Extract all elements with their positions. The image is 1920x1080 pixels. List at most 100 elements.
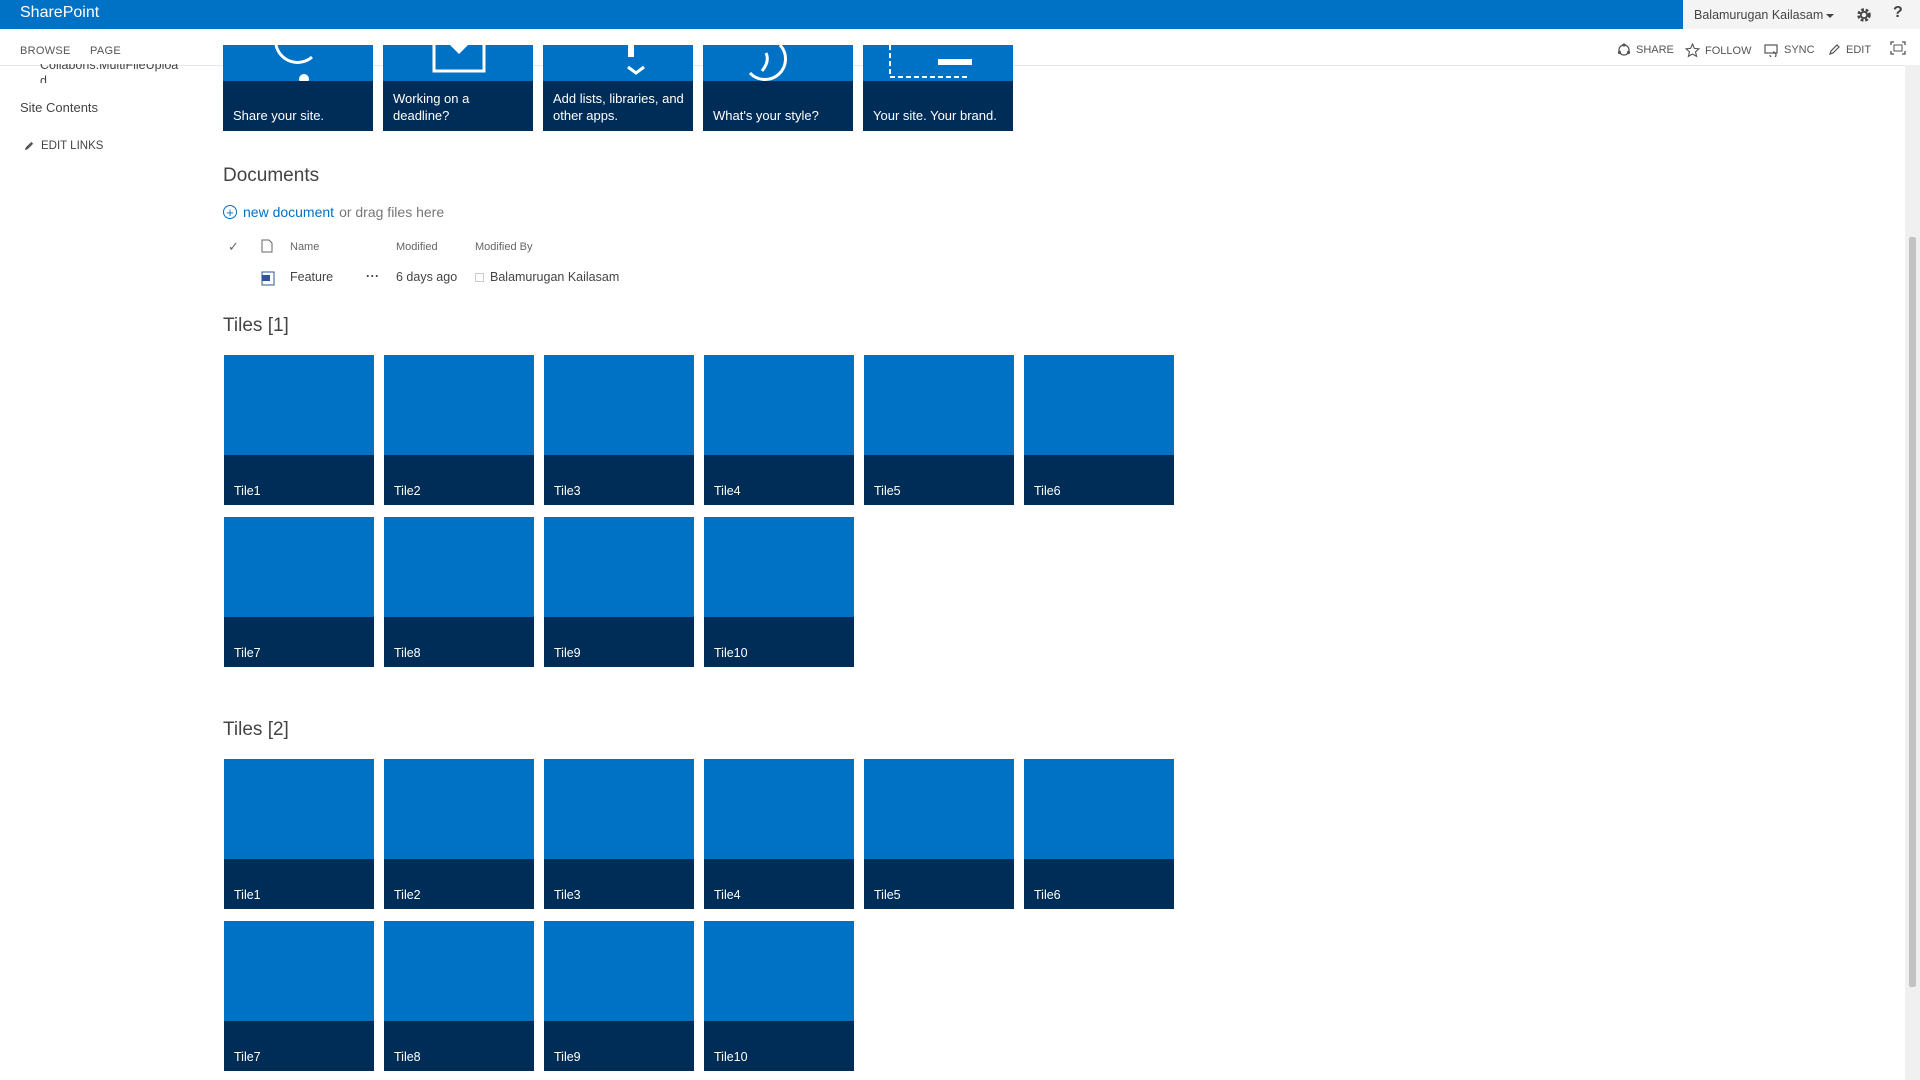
more-options-icon[interactable]: ... <box>366 266 380 280</box>
focus-on-content-icon[interactable] <box>1890 41 1906 55</box>
document-modified-by[interactable]: Balamurugan Kailasam <box>490 270 620 284</box>
share-icon <box>1617 43 1631 56</box>
tile[interactable]: Tile2 <box>384 355 534 505</box>
pencil-icon <box>24 141 34 151</box>
tile[interactable]: Tile4 <box>704 759 854 909</box>
tile[interactable]: Tile6 <box>1024 759 1174 909</box>
tile[interactable]: Tile1 <box>224 759 374 909</box>
tile[interactable]: Tile3 <box>544 355 694 505</box>
tile[interactable]: Tile4 <box>704 355 854 505</box>
nav-item-site-contents[interactable]: Site Contents <box>20 100 99 115</box>
scrollbar-thumb[interactable] <box>1909 237 1916 987</box>
promo-tile-label: Add lists, libraries, and other apps. <box>553 91 684 123</box>
new-document-link[interactable]: new document <box>243 204 335 220</box>
tile[interactable]: Tile2 <box>384 759 534 909</box>
promo-tile-share[interactable]: Share your site. <box>223 45 373 131</box>
tile[interactable]: Tile5 <box>864 759 1014 909</box>
pencil-icon <box>1829 44 1840 55</box>
tile[interactable]: Tile8 <box>384 921 534 1071</box>
tile-band <box>544 1021 694 1071</box>
edit-button[interactable]: EDIT <box>1828 43 1871 56</box>
column-header-name[interactable]: Name <box>290 241 320 253</box>
tile-label: Tile2 <box>394 888 421 902</box>
promo-tile-label: What's your style? <box>713 108 819 123</box>
tile-band <box>864 859 1014 909</box>
tile[interactable]: Tile10 <box>704 921 854 1071</box>
tile-label: Tile9 <box>554 1050 581 1064</box>
help-icon[interactable]: ? <box>1893 4 1903 21</box>
new-document-row: + new document or drag files here <box>223 204 444 220</box>
tile-label: Tile4 <box>714 888 741 902</box>
share-label: SHARE <box>1636 44 1674 56</box>
tile[interactable]: Tile10 <box>704 517 854 667</box>
tiles-2-title[interactable]: Tiles [2] <box>223 719 289 740</box>
tile[interactable]: Tile9 <box>544 517 694 667</box>
tile-label: Tile1 <box>234 484 261 498</box>
tab-page[interactable]: PAGE <box>90 45 121 57</box>
follow-button[interactable]: FOLLOW <box>1685 43 1751 58</box>
document-name-link[interactable]: Feature <box>290 270 334 284</box>
tile[interactable]: Tile8 <box>384 517 534 667</box>
file-type-icon <box>261 239 273 253</box>
nav-item-collabons[interactable]: Collabons.MultiFileUpload <box>40 58 179 83</box>
select-all-check-icon[interactable]: ✓ <box>228 239 239 254</box>
tile[interactable]: Tile7 <box>224 921 374 1071</box>
tile-band <box>384 455 534 505</box>
document-modified: 6 days ago <box>396 270 458 284</box>
column-header-modified-by[interactable]: Modified By <box>475 241 533 253</box>
gear-icon[interactable] <box>1855 6 1873 24</box>
tile[interactable]: Tile5 <box>864 355 1014 505</box>
promo-tile-label: Share your site. <box>233 108 325 123</box>
word-document-icon <box>261 271 275 286</box>
sync-label: SYNC <box>1784 44 1815 56</box>
tile-band <box>224 455 374 505</box>
tile-band <box>544 859 694 909</box>
tile-label: Tile3 <box>554 484 581 498</box>
promo-tile-style[interactable]: What's your style? <box>703 45 853 131</box>
tiles-1-title[interactable]: Tiles [1] <box>223 315 289 336</box>
tile[interactable]: Tile3 <box>544 759 694 909</box>
tab-browse[interactable]: BROWSE <box>20 45 71 57</box>
share-icon <box>274 45 313 84</box>
tile[interactable]: Tile9 <box>544 921 694 1071</box>
tile-band <box>704 455 854 505</box>
edit-links-button[interactable]: EDIT LINKS <box>23 140 103 152</box>
tile-label: Tile10 <box>714 646 748 660</box>
suite-bar-brand-area: SharePoint <box>0 0 1683 29</box>
column-header-modified[interactable]: Modified <box>396 241 438 253</box>
vertical-scrollbar[interactable] <box>1905 65 1920 1080</box>
app-icon <box>627 45 645 75</box>
edit-label: EDIT <box>1846 43 1872 56</box>
add-icon[interactable]: + <box>223 205 237 219</box>
promo-tile-add-apps[interactable]: Add lists, libraries, and other apps. <box>543 45 693 131</box>
tile[interactable]: Tile1 <box>224 355 374 505</box>
tile-label: Tile2 <box>394 484 421 498</box>
sync-button[interactable]: SYNC <box>1764 43 1815 57</box>
tile-band <box>384 1021 534 1071</box>
promo-tile-band <box>543 81 693 131</box>
promo-tile-deadline[interactable]: Working on a deadline? <box>383 45 533 131</box>
tile-label: Tile8 <box>394 1050 421 1064</box>
share-button[interactable]: SHARE <box>1617 43 1674 57</box>
tile[interactable]: Tile6 <box>1024 355 1174 505</box>
promo-tile-label: Working on a deadline? <box>393 91 470 123</box>
tile-band <box>224 859 374 909</box>
tile-band <box>864 455 1014 505</box>
promo-tile-band <box>383 81 533 131</box>
promo-tile-brand[interactable]: Your site. Your brand. <box>863 45 1013 131</box>
follow-label: FOLLOW <box>1705 44 1752 57</box>
tile[interactable]: Tile7 <box>224 517 374 667</box>
tile-label: Tile7 <box>234 1050 261 1064</box>
tile-band <box>704 859 854 909</box>
tile-label: Tile5 <box>874 888 901 902</box>
user-menu[interactable]: Balamurugan Kailasam <box>1694 8 1835 22</box>
promo-tile-band <box>703 81 853 131</box>
edit-links-label: EDIT LINKS <box>41 140 104 152</box>
tile-label: Tile8 <box>394 646 421 660</box>
brand-icon <box>889 45 972 78</box>
documents-title[interactable]: Documents <box>223 165 320 186</box>
tile-band <box>704 617 854 667</box>
tile-label: Tile10 <box>714 1050 748 1064</box>
tile-label: Tile7 <box>234 646 261 660</box>
brand-link[interactable]: SharePoint <box>20 4 100 21</box>
